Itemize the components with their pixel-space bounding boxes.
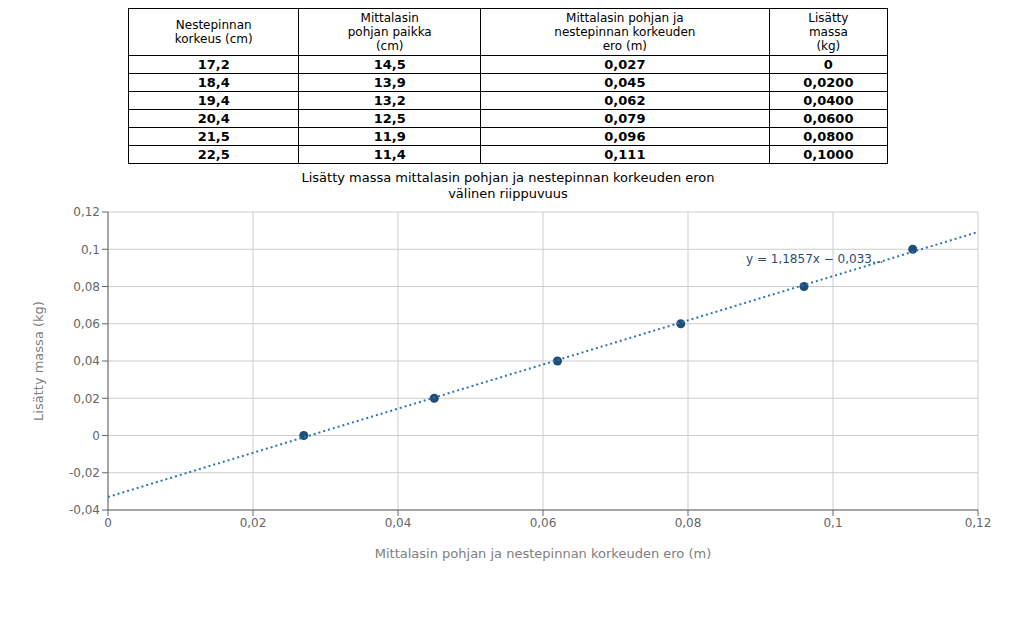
html-text:14,5: 14,5: [373, 57, 406, 72]
html-text:12,5: 12,5: [373, 111, 406, 126]
svg-text:0,02: 0,02: [240, 516, 267, 530]
html-text:Mittalasin pohjan paikka (cm): Mittalasin pohjan paikka (cm): [347, 11, 432, 53]
html-text:0,045: 0,045: [604, 75, 646, 90]
svg-text:0,06: 0,06: [530, 516, 557, 530]
html-text:0,111: 0,111: [604, 147, 646, 162]
html-text:11,4: 11,4: [373, 147, 406, 162]
html-text:11,9: 11,9: [373, 129, 406, 144]
html-text:22,5: 22,5: [197, 147, 230, 162]
html-text:Lisätty massa (kg): Lisätty massa (kg): [808, 11, 849, 53]
svg-text:-0,02: -0,02: [69, 466, 100, 480]
svg-text:0,12: 0,12: [965, 516, 992, 530]
svg-text:Lisätty massa (kg): Lisätty massa (kg): [31, 301, 46, 421]
html-text:0,0200: 0,0200: [803, 75, 854, 90]
html-text:13,2: 13,2: [373, 93, 406, 108]
html-text:19,4: 19,4: [197, 93, 230, 108]
html-text:0,1000: 0,1000: [803, 147, 854, 162]
html-text:Lisätty massa mittalasin pohja: Lisätty massa mittalasin pohjan ja neste…: [301, 170, 715, 185]
html-text:0,0800: 0,0800: [803, 129, 854, 144]
html-text:0,027: 0,027: [604, 57, 646, 72]
html-text:Nestepinnan korkeus (cm): Nestepinnan korkeus (cm): [174, 18, 253, 46]
svg-text:0,04: 0,04: [73, 354, 100, 368]
html-text:20,4: 20,4: [197, 111, 230, 126]
svg-text:y = 1,1857x − 0,033...: y = 1,1857x − 0,033...: [746, 252, 883, 266]
svg-text:0: 0: [92, 429, 100, 443]
svg-text:0,1: 0,1: [81, 243, 100, 257]
svg-text:0,02: 0,02: [73, 392, 100, 406]
html-text:0,0600: 0,0600: [803, 111, 854, 126]
html-text:13,9: 13,9: [373, 75, 406, 90]
html-text:0,0400: 0,0400: [803, 93, 854, 108]
html-text:0,079: 0,079: [604, 111, 646, 126]
svg-text:0,06: 0,06: [73, 317, 100, 331]
svg-text:Mittalasin pohjan ja nestepinn: Mittalasin pohjan ja nestepinnan korkeud…: [375, 546, 711, 561]
svg-text:0,08: 0,08: [73, 280, 100, 294]
svg-text:-0,04: -0,04: [69, 503, 100, 517]
html-text:18,4: 18,4: [197, 75, 230, 90]
svg-text:0,04: 0,04: [385, 516, 412, 530]
html-text:21,5: 21,5: [197, 129, 230, 144]
svg-text:0,1: 0,1: [823, 516, 842, 530]
html-text:17,2: 17,2: [197, 57, 230, 72]
html-text:0,096: 0,096: [604, 129, 646, 144]
html-text:0: 0: [823, 57, 833, 72]
html-text:0,062: 0,062: [604, 93, 646, 108]
html-text:Mittalasin pohjan ja nestepinn: Mittalasin pohjan ja nestepinnan korkeud…: [554, 11, 696, 53]
svg-text:0: 0: [104, 516, 112, 530]
svg-text:0,08: 0,08: [675, 516, 702, 530]
html-text:välinen riippuvuus: välinen riippuvuus: [448, 186, 568, 201]
svg-text:0,12: 0,12: [73, 205, 100, 219]
